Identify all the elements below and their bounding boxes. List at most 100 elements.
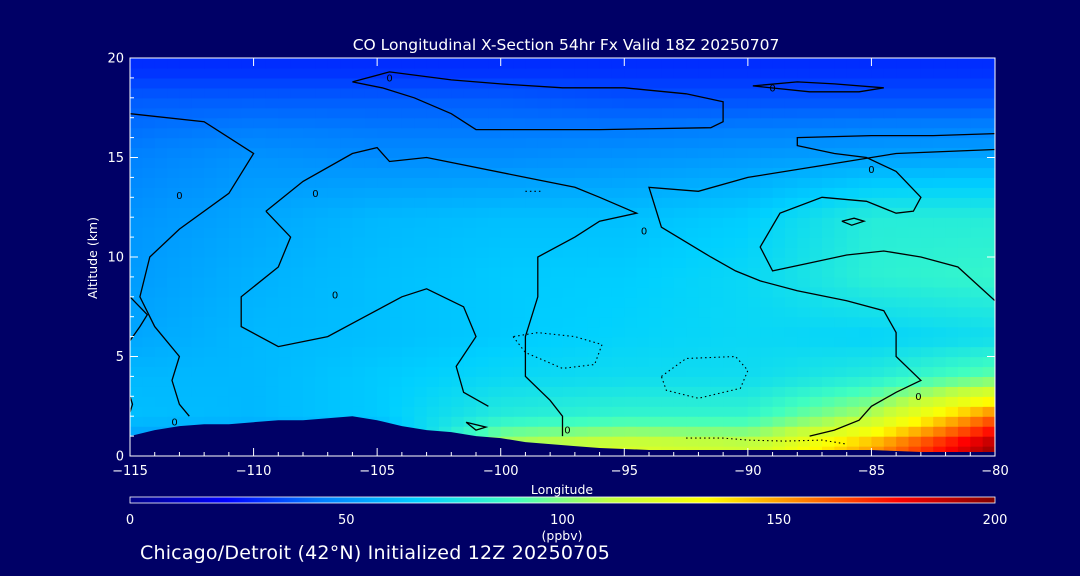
field-cell (846, 336, 860, 348)
field-cell (352, 207, 366, 218)
field-cell (401, 306, 415, 318)
field-cell (216, 416, 230, 427)
field-cell (945, 326, 959, 338)
field-cell (636, 396, 650, 407)
field-cell (550, 237, 564, 248)
field-cell (500, 386, 514, 397)
field-cell (426, 296, 440, 308)
field-cell (871, 167, 885, 178)
field-cell (908, 396, 922, 407)
field-cell (253, 137, 267, 149)
field-cell (327, 77, 341, 89)
field-cell (982, 257, 995, 268)
field-cell (636, 127, 650, 139)
field-cell (920, 436, 934, 447)
field-cell (303, 58, 316, 69)
field-cell (463, 87, 477, 99)
field-cell (982, 58, 995, 69)
field-cell (513, 306, 527, 318)
field-cell (228, 107, 242, 119)
field-cell (772, 247, 786, 258)
field-cell (550, 167, 564, 178)
field-cell (500, 296, 514, 308)
field-cell (686, 266, 700, 278)
field-cell (574, 276, 588, 288)
contour-label: 0 (171, 418, 177, 429)
field-cell (760, 316, 774, 328)
field-cell (167, 326, 181, 338)
field-cell (463, 167, 477, 178)
field-cell (438, 227, 452, 238)
field-cell (154, 127, 168, 139)
field-cell (500, 316, 514, 328)
field-cell (957, 386, 971, 397)
field-cell (364, 137, 378, 149)
field-cell (611, 306, 625, 318)
field-cell (908, 67, 922, 79)
field-cell (760, 296, 774, 308)
field-cell (525, 356, 539, 368)
field-cell (957, 336, 971, 348)
field-cell (624, 107, 638, 119)
field-cell (204, 107, 218, 119)
field-cell (908, 167, 922, 178)
colorbar-unit-label: (ppbv) (542, 528, 583, 543)
field-cell (265, 366, 279, 377)
field-cell (945, 286, 959, 298)
field-cell (920, 237, 934, 248)
field-cell (476, 127, 489, 139)
field-cell (871, 296, 885, 308)
field-cell (426, 147, 440, 159)
field-cell (846, 237, 860, 248)
field-cell (352, 306, 366, 318)
field-cell (846, 386, 860, 397)
field-cell (587, 97, 601, 109)
field-cell (772, 406, 786, 417)
field-cell (624, 336, 638, 348)
field-cell (414, 237, 428, 248)
field-cell (871, 247, 885, 258)
field-cell (179, 127, 193, 139)
contour-label: 0 (386, 73, 392, 84)
field-cell (723, 167, 737, 178)
field-cell (797, 177, 811, 188)
field-cell (636, 406, 650, 417)
field-cell (476, 266, 489, 278)
contour-line-dashed (686, 437, 847, 445)
field-cell (611, 177, 625, 188)
field-cell (772, 197, 786, 208)
field-cell (760, 177, 774, 188)
field-cell (698, 77, 712, 89)
field-cell (401, 257, 415, 268)
field-cell (587, 207, 601, 218)
field-cell (784, 127, 798, 139)
field-cell (377, 227, 391, 238)
field-cell (265, 286, 279, 298)
field-cell (611, 346, 625, 358)
field-cell (784, 336, 798, 348)
field-cell (883, 426, 897, 437)
field-cell (908, 157, 922, 169)
field-cell (723, 107, 737, 119)
field-cell (426, 237, 440, 248)
field-cell (364, 316, 378, 328)
field-cell (500, 376, 514, 387)
field-cell (649, 406, 662, 417)
field-cell (624, 117, 638, 129)
field-cell (414, 326, 428, 338)
field-cell (797, 376, 811, 387)
field-cell (142, 386, 156, 397)
field-cell (228, 167, 242, 178)
field-cell (204, 286, 218, 298)
field-cell (896, 67, 910, 79)
field-cell (698, 177, 712, 188)
field-cell (957, 147, 971, 159)
field-cell (883, 296, 897, 308)
field-cell (426, 157, 440, 169)
field-cell (673, 416, 687, 427)
field-cell (710, 257, 724, 268)
field-cell (228, 87, 242, 99)
field-cell (599, 296, 613, 308)
field-cell (377, 376, 391, 387)
